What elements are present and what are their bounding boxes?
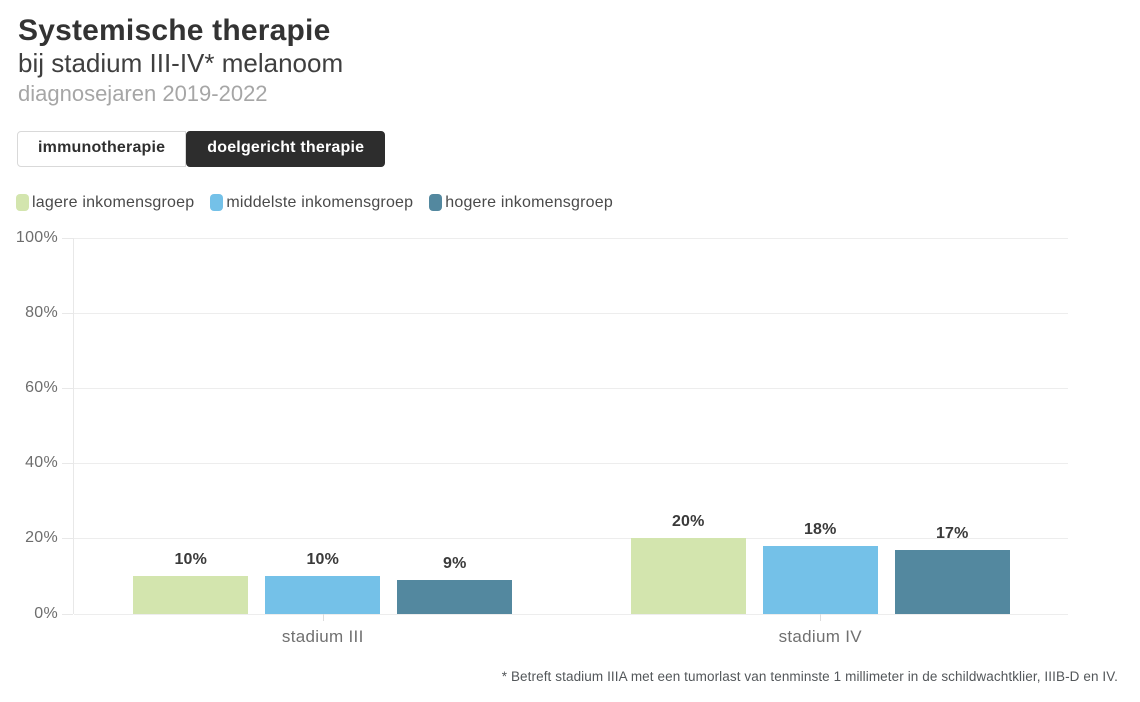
bar-group-stadium-III: 10% 10% 9% xyxy=(133,238,513,614)
bar-value-label: 17% xyxy=(935,524,969,542)
x-axis-label-stadium-IV: stadium IV xyxy=(778,626,862,646)
y-axis-label-20: 20% xyxy=(25,529,58,547)
gridline-100 xyxy=(74,237,1068,239)
y-axis-label-60: 60% xyxy=(25,379,58,397)
y-axis-label-100: 100% xyxy=(15,228,58,246)
bar-hogere-stadium-III[interactable] xyxy=(397,579,513,614)
x-axis-label-stadium-III: stadium III xyxy=(281,626,364,646)
legend-swatch xyxy=(210,194,224,212)
gridline-80 xyxy=(74,312,1068,314)
gridline-40 xyxy=(74,463,1068,465)
bar-value-label: 18% xyxy=(803,521,837,538)
bar-group-stadium-IV: 20% 18% 17% xyxy=(630,238,1010,614)
bar-cell: 20% xyxy=(630,238,746,614)
tab-doelgericht-therapie[interactable]: doelgericht therapie xyxy=(186,131,386,167)
legend-label: middelste inkomensgroep xyxy=(226,193,414,211)
bar-value-label: 10% xyxy=(306,551,340,569)
diagnosis-years: diagnosejaren 2019-2022 xyxy=(18,80,268,106)
bar-cell: 18% xyxy=(762,238,878,614)
tab-immunotherapie[interactable]: immunotherapie xyxy=(17,131,187,167)
y-axis-tick xyxy=(62,613,73,615)
gridline-20 xyxy=(74,538,1068,540)
chart-legend: lagere inkomensgroep middelste inkomensgr… xyxy=(16,194,1140,212)
y-axis-tick xyxy=(62,463,73,465)
y-axis-tick xyxy=(62,312,73,314)
bar-value-label: 9% xyxy=(442,554,467,572)
y-axis-label-40: 40% xyxy=(25,454,58,472)
bar-cell: 9% xyxy=(397,238,513,614)
bar-middelste-stadium-III[interactable] xyxy=(265,576,381,614)
legend-swatch xyxy=(16,194,29,212)
bar-cell: 10% xyxy=(133,238,249,614)
bar-chart: 10% 10% 9% stadium III 20% 18% 17% stadium IV 0… xyxy=(0,229,1140,662)
y-axis-label-0: 0% xyxy=(34,604,58,622)
y-axis-tick xyxy=(62,538,73,540)
legend-item-hogere[interactable]: hogere inkomensgroep xyxy=(429,194,613,212)
legend-label: hogere inkomensgroep xyxy=(445,193,613,211)
plot-area: 10% 10% 9% stadium III 20% 18% 17% stadium IV xyxy=(73,237,1068,646)
y-axis-tick xyxy=(62,388,73,390)
page-title: Systemische therapie xyxy=(18,14,331,47)
gridline-0 xyxy=(74,613,1068,615)
bar-value-label: 20% xyxy=(671,513,705,531)
bar-lagere-stadium-III[interactable] xyxy=(133,576,249,614)
legend-swatch xyxy=(429,194,443,212)
legend-item-middelste[interactable]: middelste inkomensgroep xyxy=(210,194,413,212)
x-axis-tick xyxy=(322,613,324,621)
bar-cell: 10% xyxy=(265,238,381,614)
bar-cell: 17% xyxy=(894,238,1010,614)
y-axis-tick xyxy=(62,237,73,239)
bar-lagere-stadium-IV[interactable] xyxy=(630,538,746,614)
gridline-60 xyxy=(74,388,1068,390)
therapy-tab-switcher: immunotherapie doelgericht therapie xyxy=(17,131,386,167)
footnote: * Betreft stadium IIIA met een tumorlast… xyxy=(501,668,1118,684)
bar-hogere-stadium-IV[interactable] xyxy=(894,549,1010,614)
page-subtitle: bij stadium III-IV* melanoom xyxy=(18,48,344,78)
x-axis-tick xyxy=(820,613,822,621)
legend-item-lagere[interactable]: lagere inkomensgroep xyxy=(16,194,194,212)
bar-middelste-stadium-IV[interactable] xyxy=(762,546,878,614)
bar-value-label: 10% xyxy=(174,551,208,569)
y-axis-label-80: 80% xyxy=(25,303,58,321)
legend-label: lagere inkomensgroep xyxy=(32,193,195,211)
